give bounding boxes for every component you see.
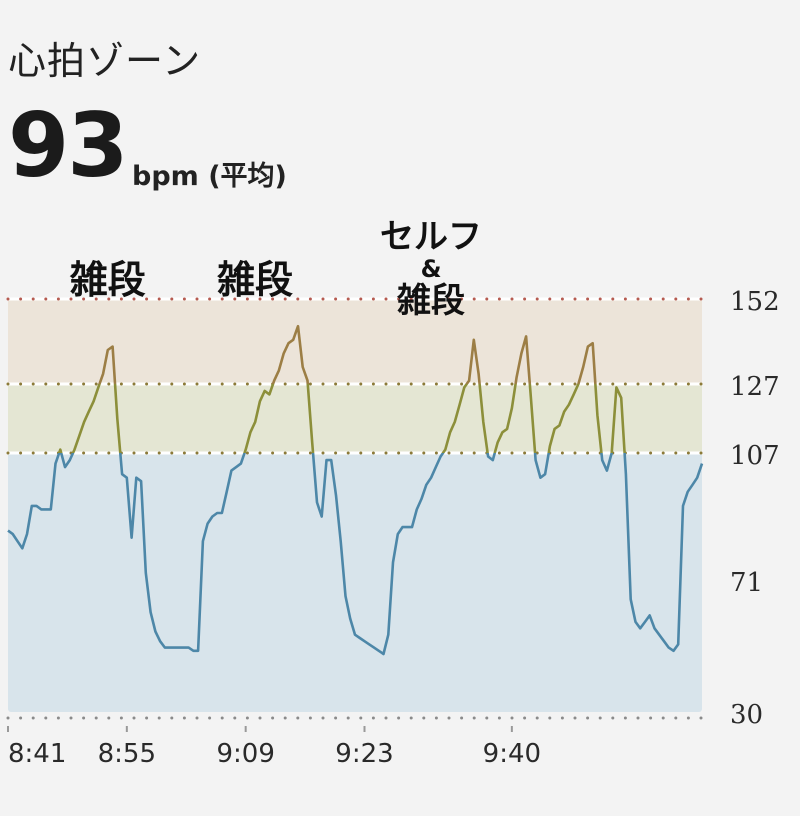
y-tick-label: 107 [730, 441, 780, 471]
average-heart-rate: 93 bpm (平均) [8, 94, 287, 197]
y-tick-label: 71 [730, 568, 763, 598]
annotation-ann-3: セルフ & 雑段 [366, 218, 496, 320]
x-tick-label: 8:41 [8, 739, 66, 769]
annotation-line: セルフ [380, 217, 483, 257]
x-tick-label: 9:40 [483, 739, 541, 769]
heart-rate-line-high [98, 324, 597, 384]
annotation-line: 雑段 [397, 281, 466, 321]
y-tick-label: 127 [730, 372, 780, 402]
annotation-ann-2: 雑段 [217, 258, 294, 302]
x-tick-label: 8:55 [98, 739, 156, 769]
zone-band-high [8, 299, 702, 384]
heart-rate-line-low [7, 453, 704, 656]
annotation-line: & [420, 255, 442, 283]
x-tick-label: 9:09 [216, 739, 274, 769]
average-unit: bpm (平均) [132, 161, 287, 192]
x-tick-label: 9:23 [335, 739, 393, 769]
zone-band-low [8, 453, 702, 712]
y-tick-label: 152 [730, 287, 780, 317]
annotation-ann-1: 雑段 [69, 258, 146, 302]
y-tick-label: 30 [730, 700, 763, 730]
average-value: 93 [8, 94, 128, 197]
page-title: 心拍ゾーン [8, 39, 202, 83]
zone-band-mid [8, 384, 702, 453]
